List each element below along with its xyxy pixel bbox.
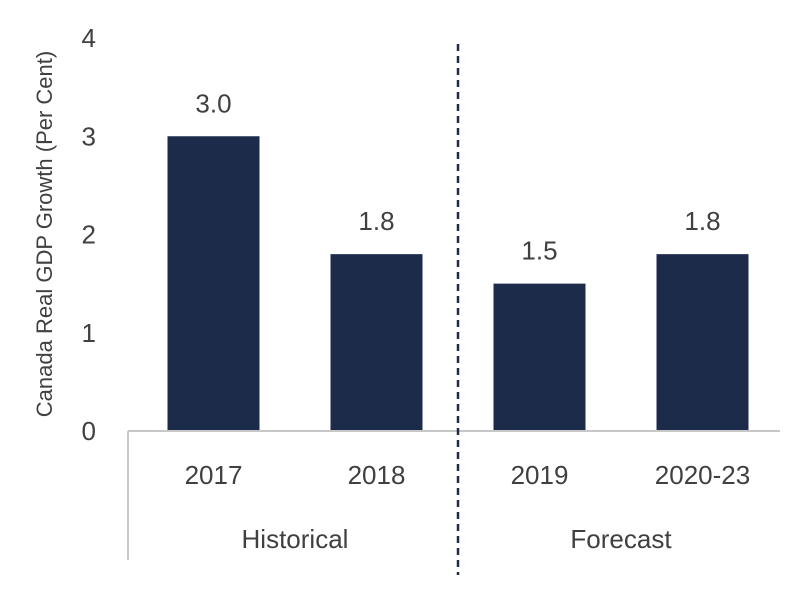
x-category-label: 2018 — [348, 460, 406, 490]
bar-2018 — [330, 254, 423, 431]
data-label: 1.8 — [684, 206, 720, 236]
data-label: 1.8 — [358, 206, 394, 236]
x-category-label: 2019 — [511, 460, 569, 490]
x-category-label: 2017 — [185, 460, 243, 490]
y-tick-label: 0 — [82, 416, 96, 446]
y-axis-title: Canada Real GDP Growth (Per Cent) — [32, 51, 57, 417]
y-tick-label: 3 — [82, 121, 96, 151]
y-tick-label: 1 — [82, 318, 96, 348]
group-labels: Historical Forecast — [242, 524, 673, 554]
x-category-label: 2020-23 — [655, 460, 750, 490]
y-tick-label: 2 — [82, 220, 96, 250]
bar-2020-23 — [656, 254, 749, 431]
category-labels: 2017 2018 2019 2020-23 — [185, 460, 751, 490]
bar-2017 — [167, 136, 260, 431]
data-label: 1.5 — [521, 236, 557, 266]
axes — [127, 44, 780, 575]
y-axis-ticks: 0 1 2 3 4 — [82, 23, 96, 446]
x-group-label: Forecast — [570, 524, 672, 554]
data-labels: 3.0 1.8 1.5 1.8 — [195, 88, 720, 265]
bar-2019 — [493, 283, 586, 431]
data-label: 3.0 — [195, 88, 231, 118]
y-tick-label: 4 — [82, 23, 96, 53]
bars — [167, 136, 749, 431]
x-group-label: Historical — [242, 524, 349, 554]
